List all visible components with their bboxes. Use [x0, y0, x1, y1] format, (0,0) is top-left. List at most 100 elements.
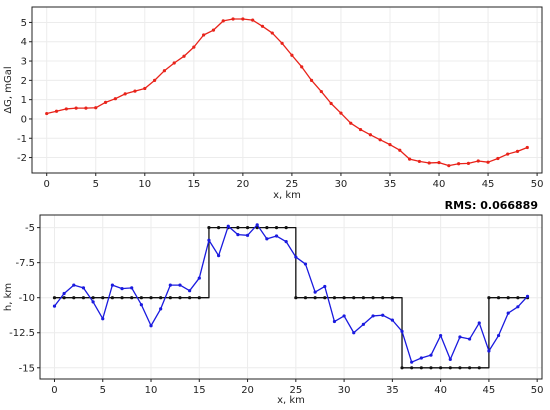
x-tick-label: 15 — [193, 385, 206, 396]
data-point — [188, 296, 192, 300]
data-point — [72, 283, 76, 287]
x-tick-label: 50 — [531, 385, 544, 396]
data-point — [255, 223, 259, 227]
data-point — [368, 133, 372, 137]
data-point — [410, 366, 414, 370]
x-axis-label-0: x, km — [273, 190, 301, 201]
data-point — [437, 160, 441, 165]
data-point — [62, 291, 66, 296]
data-point — [274, 226, 279, 230]
data-point — [419, 356, 423, 360]
data-point — [231, 17, 235, 21]
data-point — [274, 234, 279, 238]
data-point — [236, 226, 240, 230]
data-point — [182, 54, 186, 58]
x-tick-label: 15 — [187, 179, 200, 190]
data-point — [332, 296, 337, 300]
data-point — [45, 111, 49, 116]
data-point — [506, 152, 510, 156]
x-tick-label: 0 — [51, 385, 57, 396]
data-point — [52, 304, 57, 308]
data-point — [400, 329, 404, 333]
data-point — [496, 296, 501, 300]
data-point — [506, 296, 510, 300]
data-point — [525, 294, 530, 298]
x-tick-label: 20 — [236, 179, 249, 190]
data-point — [153, 78, 157, 82]
data-point — [439, 366, 443, 370]
data-point — [101, 317, 105, 321]
data-point — [64, 107, 68, 111]
data-point — [447, 164, 451, 168]
data-point — [101, 296, 105, 300]
y-tick-label: -2 — [17, 153, 27, 164]
data-point — [468, 337, 472, 341]
data-point — [398, 148, 402, 152]
data-point — [197, 276, 201, 280]
data-point — [410, 360, 414, 364]
data-point — [123, 92, 127, 96]
data-point — [294, 296, 298, 300]
data-point — [458, 366, 462, 370]
x-ticks-1: 0 5 10 15 20 25 30 35 40 45 50 — [51, 379, 544, 396]
data-point — [303, 262, 308, 266]
data-point — [381, 313, 385, 317]
data-point — [159, 296, 163, 300]
data-point — [81, 296, 86, 300]
x-tick-label: 35 — [386, 385, 399, 396]
y-tick-label: 4 — [21, 37, 27, 48]
data-point — [476, 159, 480, 163]
data-point — [130, 296, 134, 300]
data-point — [149, 296, 153, 300]
data-point — [378, 138, 382, 142]
data-point — [496, 156, 500, 161]
data-point — [110, 296, 114, 300]
data-point — [323, 284, 327, 289]
x-tick-label: 20 — [241, 385, 254, 396]
data-point — [427, 161, 431, 165]
data-point — [319, 89, 323, 94]
data-point — [52, 296, 57, 300]
data-point — [516, 296, 520, 300]
data-point — [226, 224, 230, 228]
data-point — [139, 303, 143, 307]
series-line-0 — [46, 18, 528, 167]
x-tick-label: 45 — [483, 385, 496, 396]
data-point — [381, 296, 385, 300]
data-point — [91, 300, 95, 304]
data-point — [162, 69, 166, 73]
x-tick-label: 10 — [145, 385, 158, 396]
data-point — [139, 296, 143, 300]
data-point — [506, 311, 510, 315]
rms-annotation: RMS: 0.066889 — [445, 199, 538, 212]
data-point — [168, 296, 172, 300]
data-point — [457, 162, 461, 166]
y-tick-label: -10 — [19, 293, 35, 304]
data-point — [515, 149, 520, 153]
data-point — [202, 33, 206, 37]
data-point — [429, 353, 433, 357]
data-point — [94, 106, 98, 110]
data-point — [54, 109, 59, 113]
data-point — [388, 143, 392, 147]
data-point — [197, 296, 201, 300]
y-tick-label: -15 — [19, 363, 35, 374]
data-point — [72, 296, 76, 300]
data-point — [217, 226, 221, 230]
plot-frame-0 — [31, 6, 543, 174]
data-point — [390, 296, 394, 300]
data-point — [339, 111, 343, 115]
data-point — [130, 286, 134, 290]
data-point — [303, 296, 308, 300]
data-point — [280, 41, 284, 45]
data-point — [342, 314, 346, 318]
data-point — [371, 314, 375, 318]
y-ticks-0: -2 -1 0 1 2 3 4 5 — [17, 18, 32, 164]
data-point — [245, 226, 250, 230]
grid-0 — [32, 7, 542, 173]
data-point — [207, 238, 211, 242]
data-point — [143, 86, 147, 91]
data-point — [120, 296, 124, 300]
data-point — [329, 101, 333, 106]
data-point — [270, 31, 274, 35]
